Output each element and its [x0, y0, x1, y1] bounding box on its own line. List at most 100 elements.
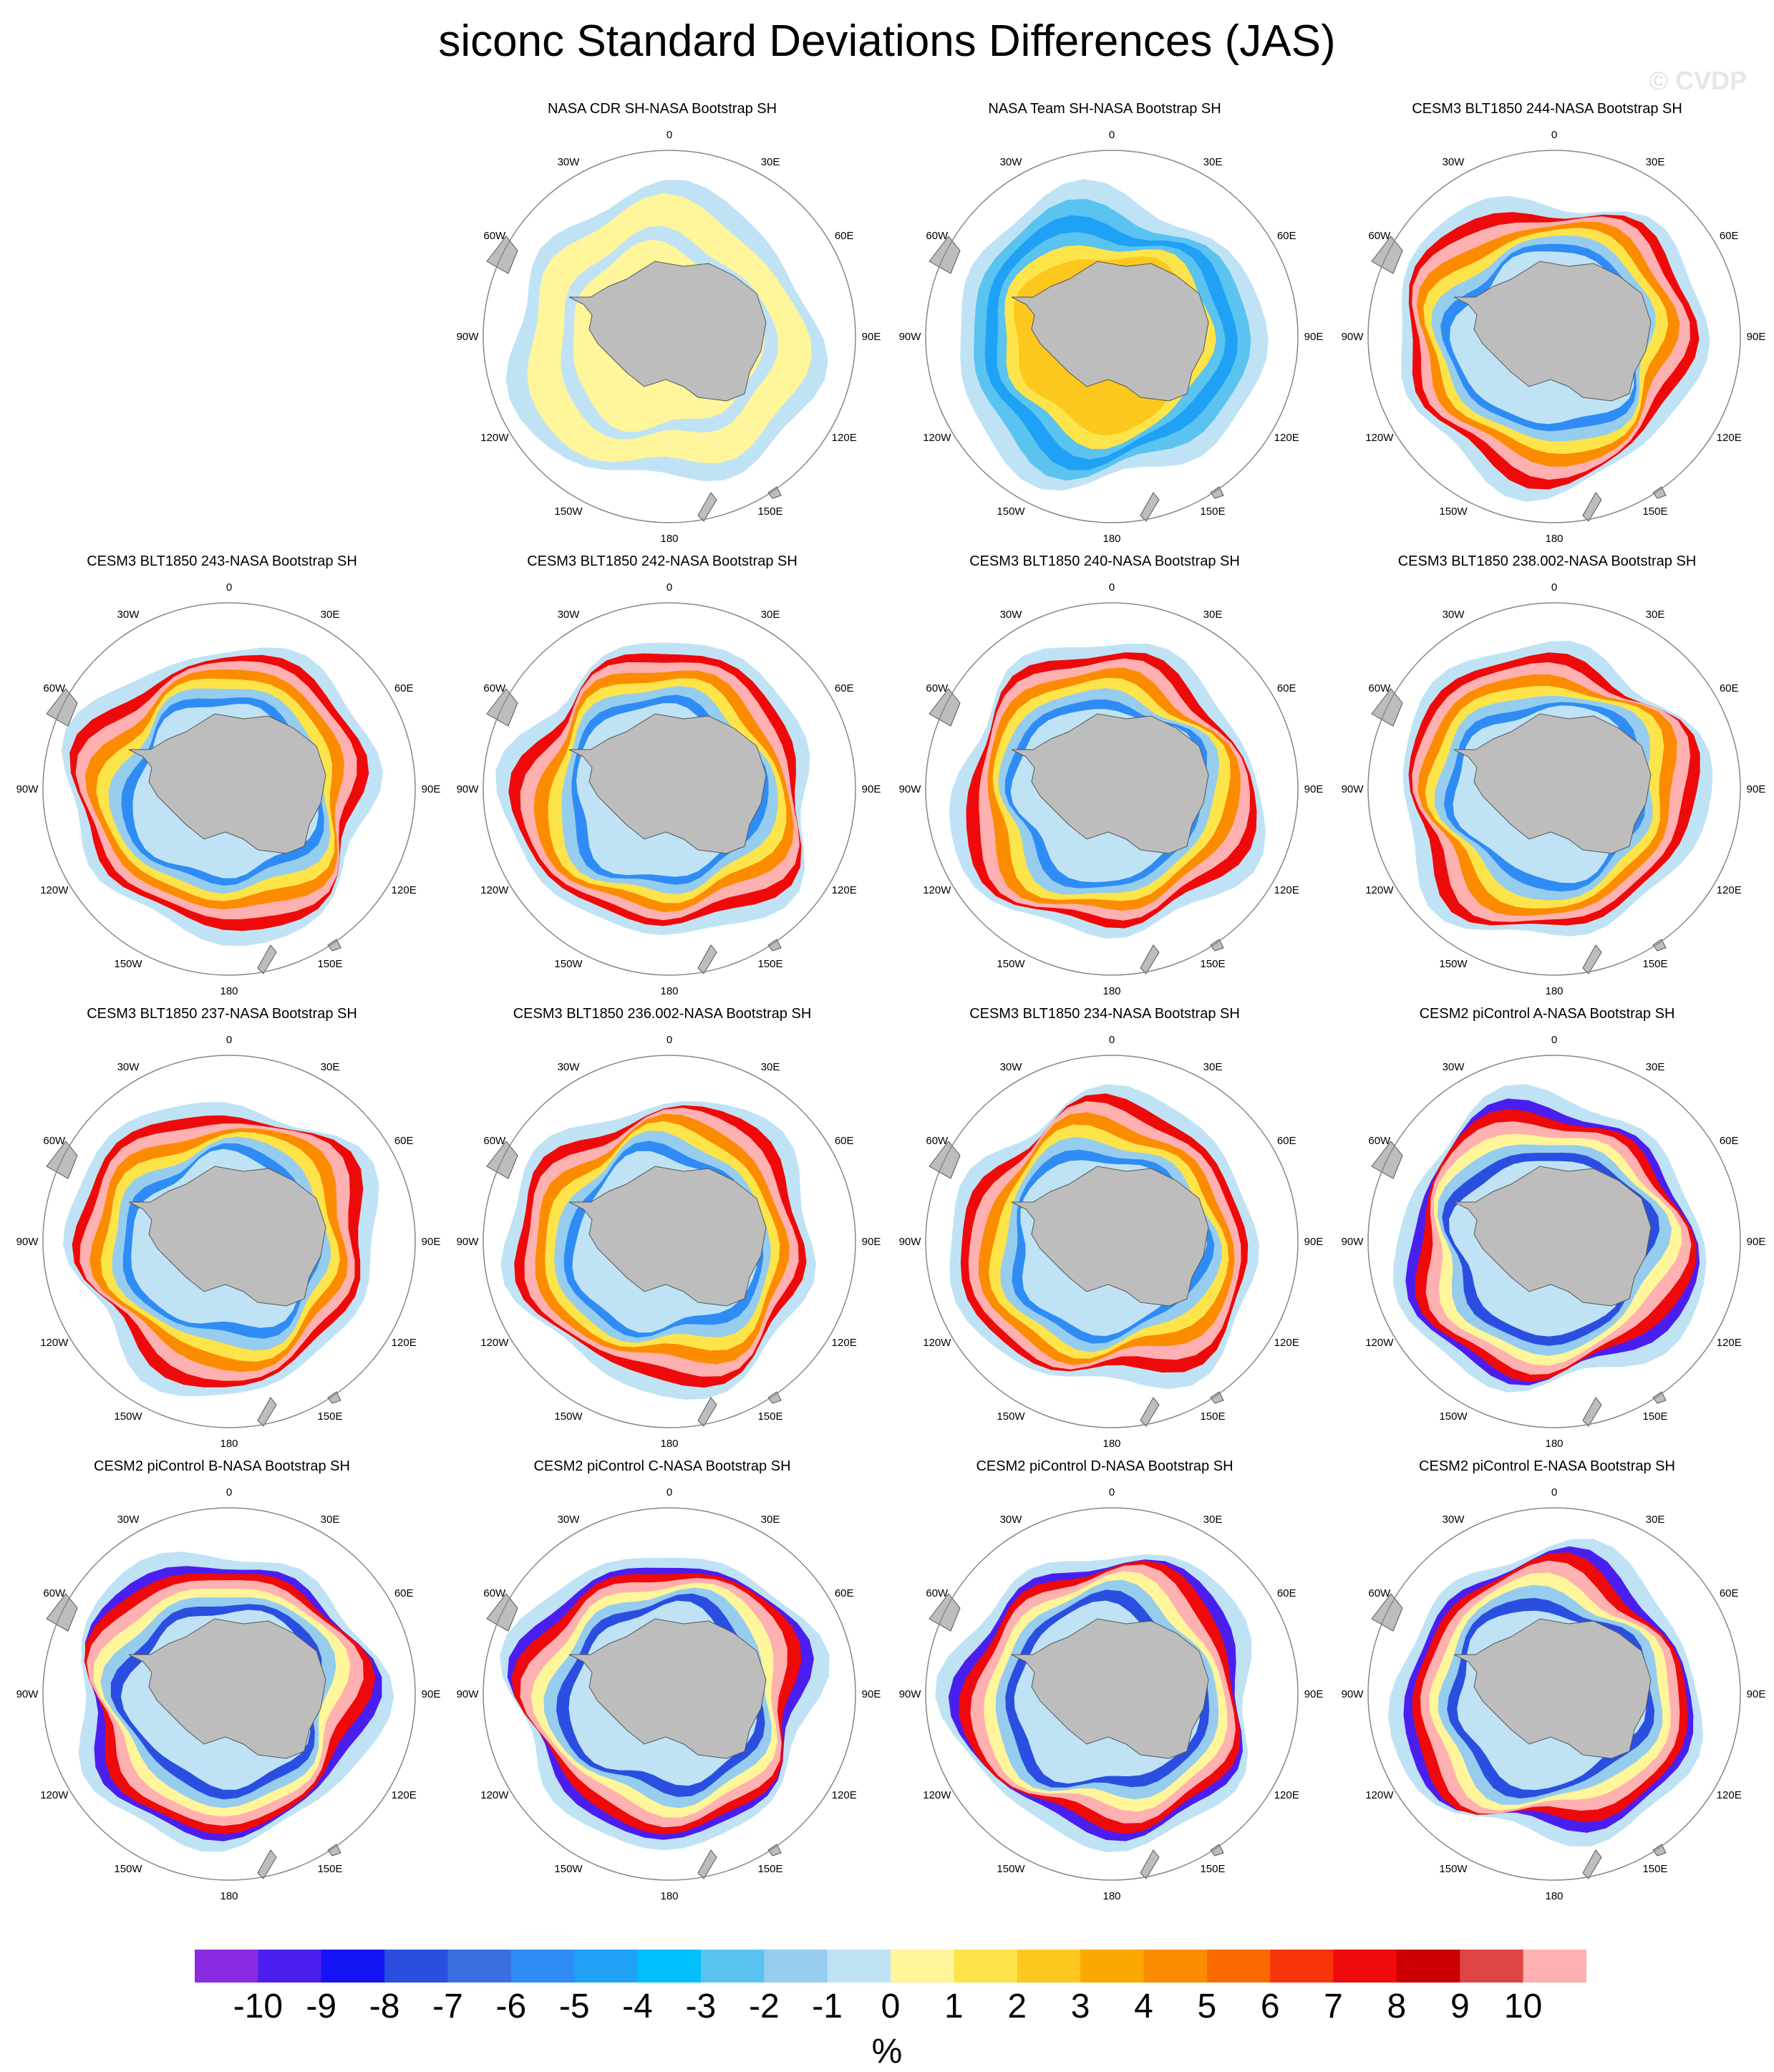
longitude-label: 60E — [835, 1587, 854, 1599]
longitude-label: 150E — [1642, 505, 1667, 518]
antarctica-landmass — [1011, 1166, 1209, 1307]
longitude-label: 90W — [899, 1688, 922, 1700]
longitude-label: 30W — [558, 156, 581, 168]
longitude-label: 90W — [1342, 331, 1365, 343]
map-panel: CESM3 BLT1850 244-NASA Bootstrap SH 0 30E 6… — [1325, 100, 1769, 558]
longitude-label: 90W — [899, 1236, 922, 1248]
polar-stereographic-map: 0 30E 60E 90E 120E 150E 180 150W 120W 90W 60W 30W — [1342, 1034, 1766, 1450]
polar-stereographic-map: 0 30E 60E 90E 120E 150E 180 150W 120W 90W 60W 30W — [899, 1486, 1324, 1902]
map-boundary-circle — [925, 1507, 1299, 1881]
longitude-label: 90E — [1304, 331, 1324, 343]
antarctica-landmass — [568, 261, 767, 402]
longitude-label: 90E — [422, 783, 441, 795]
longitude-label: 150E — [1200, 958, 1225, 970]
antarctica-landmass — [568, 1166, 767, 1307]
map-boundary-circle — [483, 1055, 856, 1428]
longitude-label: 150W — [114, 958, 142, 970]
colorbar-tick-label: 2 — [1007, 1988, 1027, 2025]
colorbar-swatch — [1270, 1950, 1334, 1983]
longitude-label: 150E — [757, 505, 782, 518]
polar-stereographic-map: 0 30E 60E 90E 120E 150E 180 150W 120W 90W 60W 30W — [899, 581, 1324, 997]
longitude-label: 150E — [757, 1410, 782, 1423]
longitude-label: 60W — [926, 230, 949, 242]
longitude-label: 90E — [1747, 331, 1766, 343]
longitude-label: 150W — [1439, 1410, 1468, 1423]
map-panel: CESM2 piControl D-NASA Bootstrap SH 0 30E 6… — [883, 1458, 1327, 1916]
longitude-label: 30W — [1000, 156, 1023, 168]
antarctica-landmass — [568, 1618, 767, 1759]
longitude-label: 60W — [43, 1587, 66, 1599]
longitude-label: 180 — [1102, 533, 1120, 545]
longitude-label: 150W — [1439, 1863, 1468, 1875]
polar-stereographic-map: 0 30E 60E 90E 120E 150E 180 150W 120W 90W 60W 30W — [16, 1034, 441, 1450]
longitude-label: 120E — [1717, 1337, 1742, 1349]
map-boundary-circle — [483, 602, 856, 976]
longitude-label: 120W — [40, 1337, 69, 1349]
longitude-label: 120E — [1274, 432, 1299, 444]
colorbar-swatch — [954, 1950, 1018, 1983]
longitude-label: 90W — [16, 783, 39, 795]
longitude-label: 0 — [226, 1486, 232, 1499]
colorbar-tick-label: 9 — [1450, 1988, 1470, 2025]
colorbar-swatch — [321, 1950, 385, 1983]
longitude-label: 150W — [1439, 958, 1468, 970]
map-panel: CESM3 BLT1850 242-NASA Bootstrap SH 0 30E 6… — [440, 553, 884, 1011]
tasmania — [1652, 486, 1667, 499]
longitude-label: 150E — [317, 1863, 342, 1875]
longitude-label: 60W — [926, 1587, 949, 1599]
polar-stereographic-map: 0 30E 60E 90E 120E 150E 180 150W 120W 90W 60W 30W — [1342, 1486, 1766, 1902]
colorbar-tick-label: 10 — [1503, 1988, 1543, 2025]
colorbar-tick-label: -5 — [558, 1988, 590, 2025]
antarctica-landmass — [1011, 713, 1209, 854]
panel-title: NASA CDR SH-NASA Bootstrap SH — [547, 101, 777, 117]
longitude-label: 180 — [660, 985, 678, 997]
colorbar-tick-label: -4 — [622, 1988, 653, 2025]
tasmania — [1210, 1391, 1224, 1404]
longitude-label: 150W — [114, 1863, 142, 1875]
tasmania — [327, 939, 341, 952]
longitude-label: 90E — [422, 1688, 441, 1700]
longitude-label: 0 — [1551, 1034, 1557, 1046]
longitude-label: 60E — [1277, 682, 1296, 694]
longitude-label: 60W — [1368, 230, 1391, 242]
longitude-label: 120E — [392, 1337, 417, 1349]
map-panel: CESM2 piControl E-NASA Bootstrap SH 0 30E 6… — [1325, 1458, 1769, 1916]
longitude-label: 60E — [394, 1587, 414, 1599]
longitude-label: 150E — [1642, 1863, 1667, 1875]
longitude-label: 60E — [1277, 1135, 1296, 1147]
panel-title: CESM2 piControl C-NASA Bootstrap SH — [533, 1458, 791, 1474]
longitude-label: 180 — [1545, 1438, 1563, 1450]
longitude-label: 60E — [1720, 1135, 1739, 1147]
longitude-label: 30W — [117, 609, 140, 621]
longitude-label: 60W — [483, 1587, 506, 1599]
longitude-label: 0 — [1109, 1486, 1115, 1499]
colorbar — [195, 1950, 1586, 1983]
map-boundary-circle — [925, 150, 1299, 523]
longitude-label: 120W — [1365, 884, 1394, 896]
longitude-label: 30E — [761, 156, 780, 168]
longitude-label: 120W — [480, 432, 509, 444]
longitude-label: 0 — [1551, 1486, 1557, 1499]
colorbar-swatch — [700, 1950, 765, 1983]
longitude-label: 90W — [457, 783, 480, 795]
longitude-label: 150E — [1200, 505, 1225, 518]
longitude-label: 60W — [483, 230, 506, 242]
map-panel: CESM3 BLT1850 234-NASA Bootstrap SH 0 30E 6… — [883, 1005, 1327, 1463]
polar-stereographic-map: 0 30E 60E 90E 120E 150E 180 150W 120W 90W 60W 30W — [457, 1486, 881, 1902]
longitude-label: 60E — [1720, 682, 1739, 694]
panel-title: CESM3 BLT1850 242-NASA Bootstrap SH — [527, 553, 798, 569]
longitude-label: 30E — [1646, 1061, 1665, 1073]
longitude-label: 30E — [321, 1061, 340, 1073]
colorbar-tick-label: 6 — [1260, 1988, 1280, 2025]
longitude-label: 30E — [761, 1061, 780, 1073]
longitude-label: 0 — [1109, 129, 1115, 141]
longitude-label: 150W — [997, 958, 1025, 970]
colorbar-tick-label: 7 — [1324, 1988, 1343, 2025]
longitude-label: 120E — [1717, 432, 1742, 444]
longitude-label: 120W — [923, 432, 951, 444]
longitude-label: 30W — [1000, 1061, 1023, 1073]
longitude-label: 90W — [1342, 783, 1365, 795]
longitude-label: 120E — [392, 1789, 417, 1801]
polar-stereographic-map: 0 30E 60E 90E 120E 150E 180 150W 120W 90W 60W 30W — [899, 129, 1324, 545]
colorbar-tick-label: -3 — [685, 1988, 717, 2025]
